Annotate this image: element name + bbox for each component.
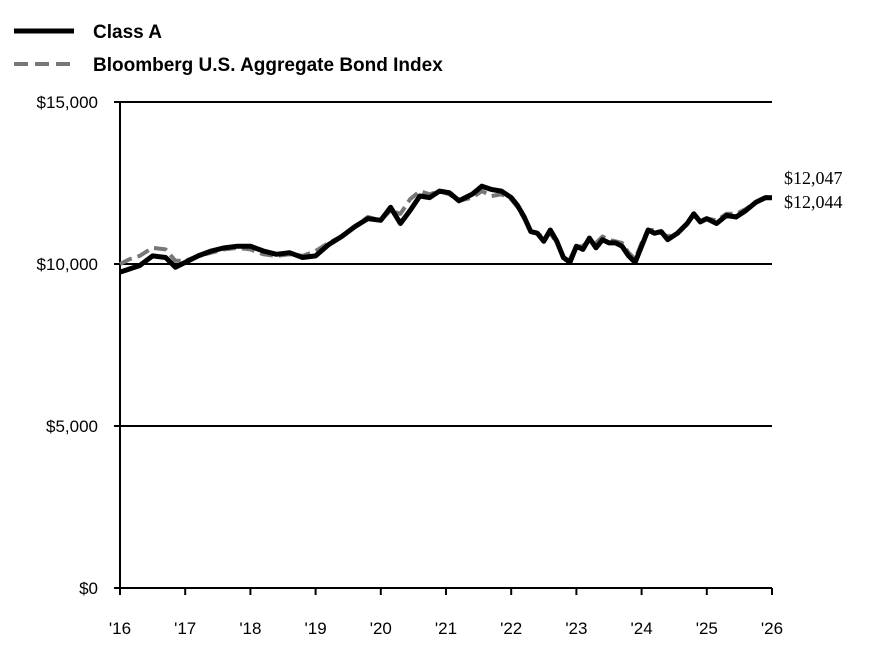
x-tick-label: '21 (435, 619, 457, 638)
legend-label-bloomberg-index: Bloomberg U.S. Aggregate Bond Index (93, 55, 443, 76)
y-tick-label: $10,000 (37, 255, 98, 274)
x-tick-label: '25 (696, 619, 718, 638)
x-tick-label: '19 (305, 619, 327, 638)
x-tick-label: '17 (174, 619, 196, 638)
series-line-class-a (119, 183, 773, 275)
y-tick-label: $5,000 (46, 417, 98, 436)
x-tick-label: '16 (109, 619, 131, 638)
x-tick-label: '22 (500, 619, 522, 638)
x-axis-ticks: '16 '17 '18 '19 '20 '21 '22 '23 '24 '25 '26 (109, 588, 783, 638)
legend-label-class-a: Class A (93, 22, 162, 43)
end-label-class-a: $12,044 (784, 192, 843, 212)
y-tick-label: $0 (79, 579, 98, 598)
series-line-bloomberg-index (119, 189, 773, 266)
x-tick-label: '23 (565, 619, 587, 638)
y-tick-label: $15,000 (37, 93, 98, 112)
gridlines (120, 101, 772, 427)
end-label-bloomberg-index: $12,047 (784, 168, 843, 188)
x-tick-label: '26 (761, 619, 783, 638)
y-axis-ticks: $0 $5,000 $10,000 $15,000 (37, 93, 120, 598)
x-tick-label: '18 (239, 619, 261, 638)
x-tick-label: '24 (631, 619, 653, 638)
legend: Class A Bloomberg U.S. Aggregate Bond In… (14, 22, 443, 76)
x-tick-label: '20 (370, 619, 392, 638)
